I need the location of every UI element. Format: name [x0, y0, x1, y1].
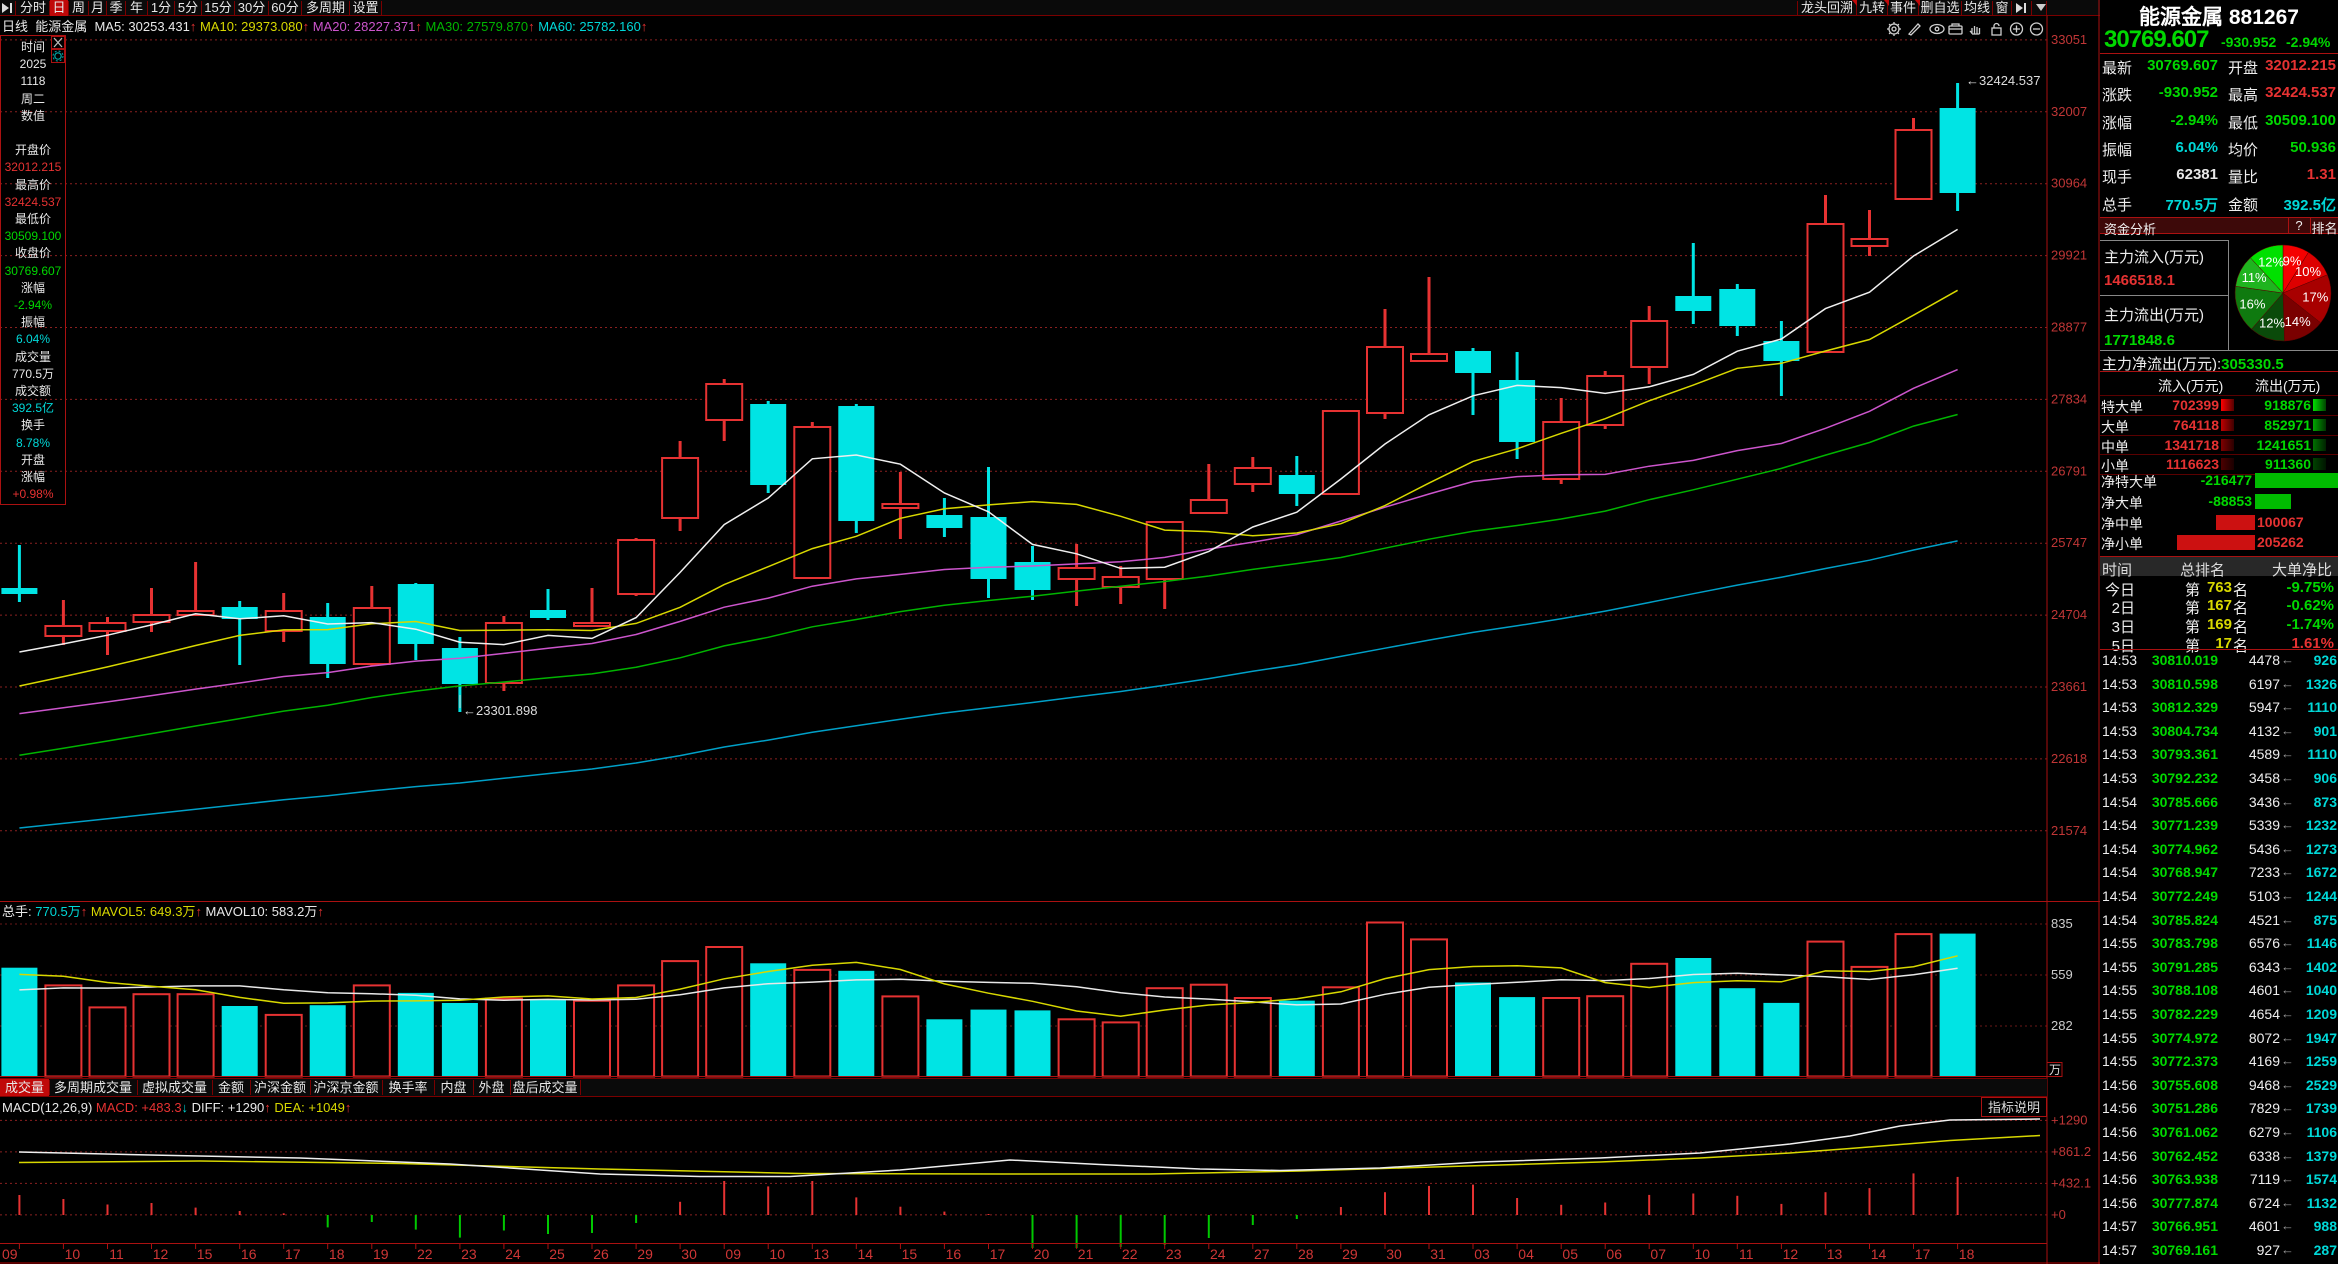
- svg-text:30964: 30964: [2051, 176, 2087, 191]
- svg-text:23661: 23661: [2051, 679, 2087, 694]
- svg-text:15: 15: [197, 1246, 213, 1262]
- svg-text:28: 28: [1298, 1246, 1314, 1262]
- svg-text:28877: 28877: [2051, 320, 2087, 335]
- svg-text:19: 19: [373, 1246, 389, 1262]
- svg-text:10: 10: [769, 1246, 785, 1262]
- svg-text:12%: 12%: [2259, 316, 2285, 331]
- svg-text:282: 282: [2051, 1018, 2073, 1033]
- svg-text:万: 万: [2049, 1063, 2061, 1077]
- svg-text:21574: 21574: [2051, 823, 2087, 838]
- svg-text:21: 21: [1078, 1246, 1094, 1262]
- svg-text:24: 24: [505, 1246, 521, 1262]
- svg-text:27: 27: [1254, 1246, 1270, 1262]
- svg-text:13: 13: [814, 1246, 830, 1262]
- svg-text:30: 30: [1386, 1246, 1402, 1262]
- svg-text:16: 16: [241, 1246, 257, 1262]
- svg-text:10: 10: [1695, 1246, 1711, 1262]
- svg-text:26791: 26791: [2051, 463, 2087, 478]
- svg-text:9%: 9%: [2283, 254, 2302, 269]
- svg-text:04: 04: [1518, 1246, 1534, 1262]
- svg-text:+861.2: +861.2: [2051, 1144, 2091, 1159]
- svg-text:←32424.537: ←32424.537: [1966, 73, 2040, 88]
- svg-text:+432.1: +432.1: [2051, 1175, 2091, 1190]
- svg-text:23: 23: [461, 1246, 477, 1262]
- svg-text:+1290: +1290: [2051, 1112, 2088, 1127]
- svg-text:26: 26: [593, 1246, 609, 1262]
- svg-text:←23301.898: ←23301.898: [463, 703, 537, 718]
- svg-text:25: 25: [549, 1246, 565, 1262]
- svg-text:11%: 11%: [2242, 270, 2267, 285]
- svg-text:15: 15: [902, 1246, 918, 1262]
- svg-text:13: 13: [1827, 1246, 1843, 1262]
- svg-text:24704: 24704: [2051, 607, 2087, 622]
- svg-text:11: 11: [109, 1246, 124, 1262]
- svg-text:+0: +0: [2051, 1207, 2066, 1222]
- svg-text:29921: 29921: [2051, 248, 2087, 263]
- svg-text:10%: 10%: [2295, 264, 2321, 279]
- svg-text:11: 11: [1739, 1246, 1754, 1262]
- svg-text:835: 835: [2051, 916, 2073, 931]
- svg-text:17: 17: [1915, 1246, 1931, 1262]
- svg-text:17: 17: [990, 1246, 1006, 1262]
- svg-text:17: 17: [285, 1246, 301, 1262]
- svg-text:23: 23: [1166, 1246, 1182, 1262]
- svg-text:14: 14: [858, 1246, 874, 1262]
- svg-text:09: 09: [725, 1246, 741, 1262]
- svg-text:18: 18: [1959, 1246, 1975, 1262]
- svg-text:10: 10: [65, 1246, 81, 1262]
- svg-text:24: 24: [1210, 1246, 1226, 1262]
- svg-text:05: 05: [1562, 1246, 1578, 1262]
- svg-text:03: 03: [1474, 1246, 1490, 1262]
- svg-text:559: 559: [2051, 967, 2073, 982]
- svg-text:12: 12: [1783, 1246, 1799, 1262]
- svg-text:22618: 22618: [2051, 751, 2087, 766]
- svg-text:29: 29: [1342, 1246, 1358, 1262]
- svg-text:29: 29: [637, 1246, 653, 1262]
- svg-text:20: 20: [1034, 1246, 1050, 1262]
- svg-text:30: 30: [681, 1246, 697, 1262]
- svg-text:14%: 14%: [2285, 314, 2311, 329]
- svg-text:17%: 17%: [2302, 290, 2328, 305]
- svg-text:07: 07: [1650, 1246, 1666, 1262]
- svg-text:06: 06: [1606, 1246, 1622, 1262]
- svg-text:16%: 16%: [2239, 296, 2265, 311]
- svg-text:22: 22: [1122, 1246, 1138, 1262]
- svg-text:18: 18: [329, 1246, 345, 1262]
- svg-text:22: 22: [417, 1246, 433, 1262]
- svg-text:27834: 27834: [2051, 391, 2087, 406]
- svg-text:25747: 25747: [2051, 535, 2087, 550]
- svg-text:09: 09: [2, 1246, 18, 1262]
- svg-text:33051: 33051: [2051, 32, 2087, 47]
- svg-text:14: 14: [1871, 1246, 1887, 1262]
- svg-text:32007: 32007: [2051, 104, 2087, 119]
- svg-text:31: 31: [1430, 1246, 1446, 1262]
- svg-text:16: 16: [946, 1246, 962, 1262]
- svg-text:12: 12: [153, 1246, 169, 1262]
- svg-text:12%: 12%: [2258, 255, 2284, 270]
